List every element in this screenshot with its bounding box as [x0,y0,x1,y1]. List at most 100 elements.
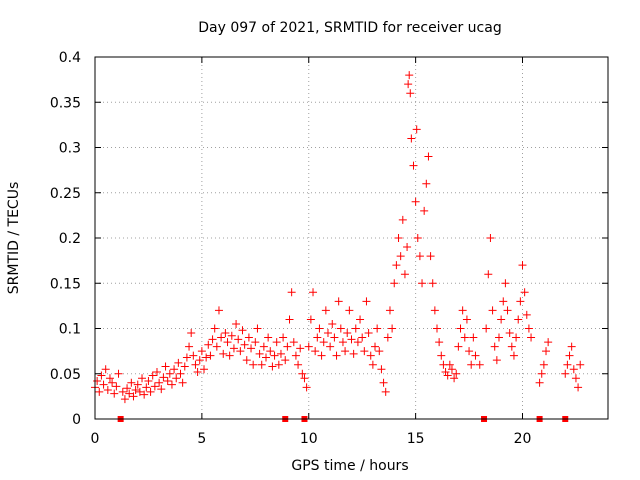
data-point [189,351,198,360]
data-point [404,80,413,89]
data-point [279,333,288,342]
data-point [377,365,386,374]
data-point [103,386,112,395]
y-tick-label: 0.35 [50,95,81,111]
data-point [317,351,326,360]
data-point [343,329,352,338]
data-point [544,338,553,347]
data-point [210,324,219,333]
data-point [240,340,249,349]
data-point [379,378,388,387]
data-point [283,342,292,351]
data-point [120,395,129,404]
data-point [135,387,144,396]
data-point [571,374,580,383]
data-point [285,315,294,324]
data-point [247,344,256,353]
data-point [497,315,506,324]
data-point [148,371,157,380]
data-point [460,333,469,342]
data-point [336,324,345,333]
data-point [420,206,429,215]
data-point [338,338,347,347]
data-point [170,365,179,374]
data-point [563,360,572,369]
data-point [328,319,337,328]
data-point [234,335,243,344]
data-point [364,329,373,338]
data-point [302,383,311,392]
data-point [458,306,467,315]
data-point [108,378,117,387]
data-point [294,360,303,369]
data-point [422,179,431,188]
data-point [475,360,484,369]
data-point [114,369,123,378]
data-point [185,342,194,351]
data-point [394,234,403,242]
data-point [155,378,164,387]
data-point [208,335,217,344]
data-point [332,351,341,360]
data-point [499,297,508,306]
data-point [300,374,309,383]
data-point [131,386,140,395]
data-point [406,89,415,98]
data-point [176,369,185,378]
data-point [527,333,536,342]
data-point [133,380,142,389]
chart-title: Day 097 of 2021, SRMTID for receiver uca… [198,20,501,36]
data-point [396,252,405,261]
data-point [486,234,495,242]
data-point [110,389,119,398]
data-point [204,340,213,349]
y-tick-label: 0.05 [50,367,81,383]
data-point [167,380,176,389]
data-point [97,371,106,380]
data-point [490,342,499,351]
data-point [409,161,418,170]
data-point [313,333,322,342]
data-point [567,342,576,351]
data-point [516,297,525,306]
data-point [191,360,200,369]
data-point [272,338,281,347]
data-point [212,342,221,351]
data-point [452,369,461,378]
data-point [330,333,339,342]
data-point [524,324,533,333]
data-point [514,315,523,324]
data-point [214,306,223,315]
data-point [221,329,230,338]
data-point [561,369,570,378]
data-point [146,387,155,396]
data-point [165,369,174,378]
data-point [253,324,262,333]
x-tick-label: 0 [91,431,100,447]
data-point [411,197,420,206]
data-point [223,338,232,347]
data-point [225,351,234,360]
data-point [375,347,384,356]
data-point [443,371,452,380]
data-point [321,306,330,315]
y-tick-label: 0 [72,412,81,428]
data-point [219,349,228,358]
data-point [93,376,102,385]
axis-ticks: 0 0.05 0.1 0.15 0.2 0.25 0.3 0.35 0.4 0 5 10 15 20 [50,50,608,447]
data-point [503,306,512,315]
data-point [334,297,343,306]
x-axis-label: GPS time / hours [291,458,408,474]
data-point [356,315,365,324]
data-point [174,358,183,367]
data-point [125,389,134,398]
data-point [505,329,514,338]
data-point [456,324,465,333]
data-point [298,369,307,378]
data-point [159,373,168,382]
data-point [105,374,114,383]
data-point [304,342,313,351]
data-point [351,324,360,333]
data-point [488,306,497,315]
data-point [392,261,401,270]
